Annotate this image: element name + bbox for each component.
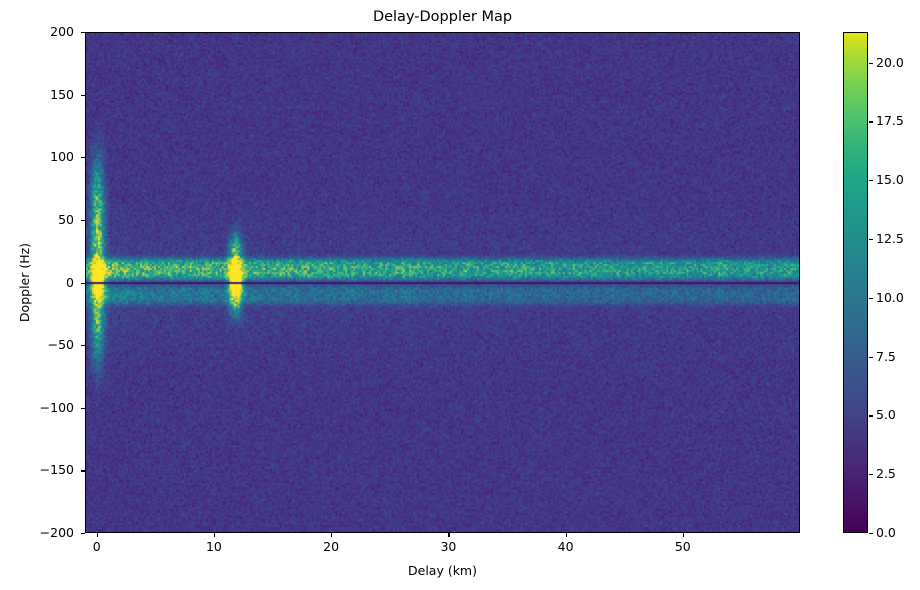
y-tick [81,282,85,284]
colorbar-tick [869,239,873,241]
chart-title: Delay-Doppler Map [372,9,513,25]
y-tick [81,219,85,222]
colorbar-tick [869,533,873,535]
y-tick [81,157,85,159]
y-tick [81,345,85,347]
y-tick [81,32,85,34]
colorbar-tick [869,297,873,299]
colorbar-tick-label: 5.0 [876,407,896,423]
colorbar-tick-label: 20.0 [876,54,904,70]
colorbar-tick-label: 10.0 [876,289,904,305]
colorbar-tick-label: 2.5 [876,466,896,482]
x-tick-label: 0 [92,539,101,554]
colorbar-tick [869,415,873,417]
heatmap-canvas [86,33,799,532]
x-tick [213,533,216,537]
colorbar-tick [869,121,873,123]
colorbar-tick-label: 12.5 [876,231,904,246]
y-tick-label: −50 [47,337,74,353]
x-tick-label: 30 [440,539,457,554]
x-tick [448,533,450,537]
x-tick-label: 20 [323,539,340,554]
x-tick [682,533,684,537]
x-tick-label: 10 [205,539,222,554]
colorbar-tick [869,474,873,476]
x-tick [565,533,567,537]
colorbar [843,32,868,533]
colorbar-tick [869,356,873,358]
y-tick-label: 0 [66,274,74,290]
y-tick [81,470,85,472]
x-tick [331,533,333,537]
colorbar-tick-label: 0.0 [876,525,896,540]
colorbar-tick [869,180,873,182]
colorbar-tick-label: 17.5 [876,113,904,129]
y-tick [81,533,85,535]
y-tick-label: −200 [39,525,74,540]
y-tick-label: 50 [58,211,74,227]
y-tick-label: 200 [50,24,74,39]
colorbar-tick-label: 15.0 [876,172,904,188]
y-tick-label: −150 [39,462,74,478]
plot-area [85,32,800,533]
x-tick-label: 40 [557,539,574,554]
y-axis-label: Doppler (Hz) [17,242,32,323]
colorbar-tick-label: 7.5 [876,348,896,364]
y-tick-label: 150 [50,86,74,102]
y-tick [81,94,85,96]
x-axis-label: Delay (km) [408,563,477,578]
y-tick-label: −100 [39,399,74,415]
y-tick [81,407,85,409]
y-tick-label: 100 [50,149,74,165]
colorbar-tick [869,62,873,64]
x-tick [96,533,98,537]
x-tick-label: 50 [674,539,691,554]
